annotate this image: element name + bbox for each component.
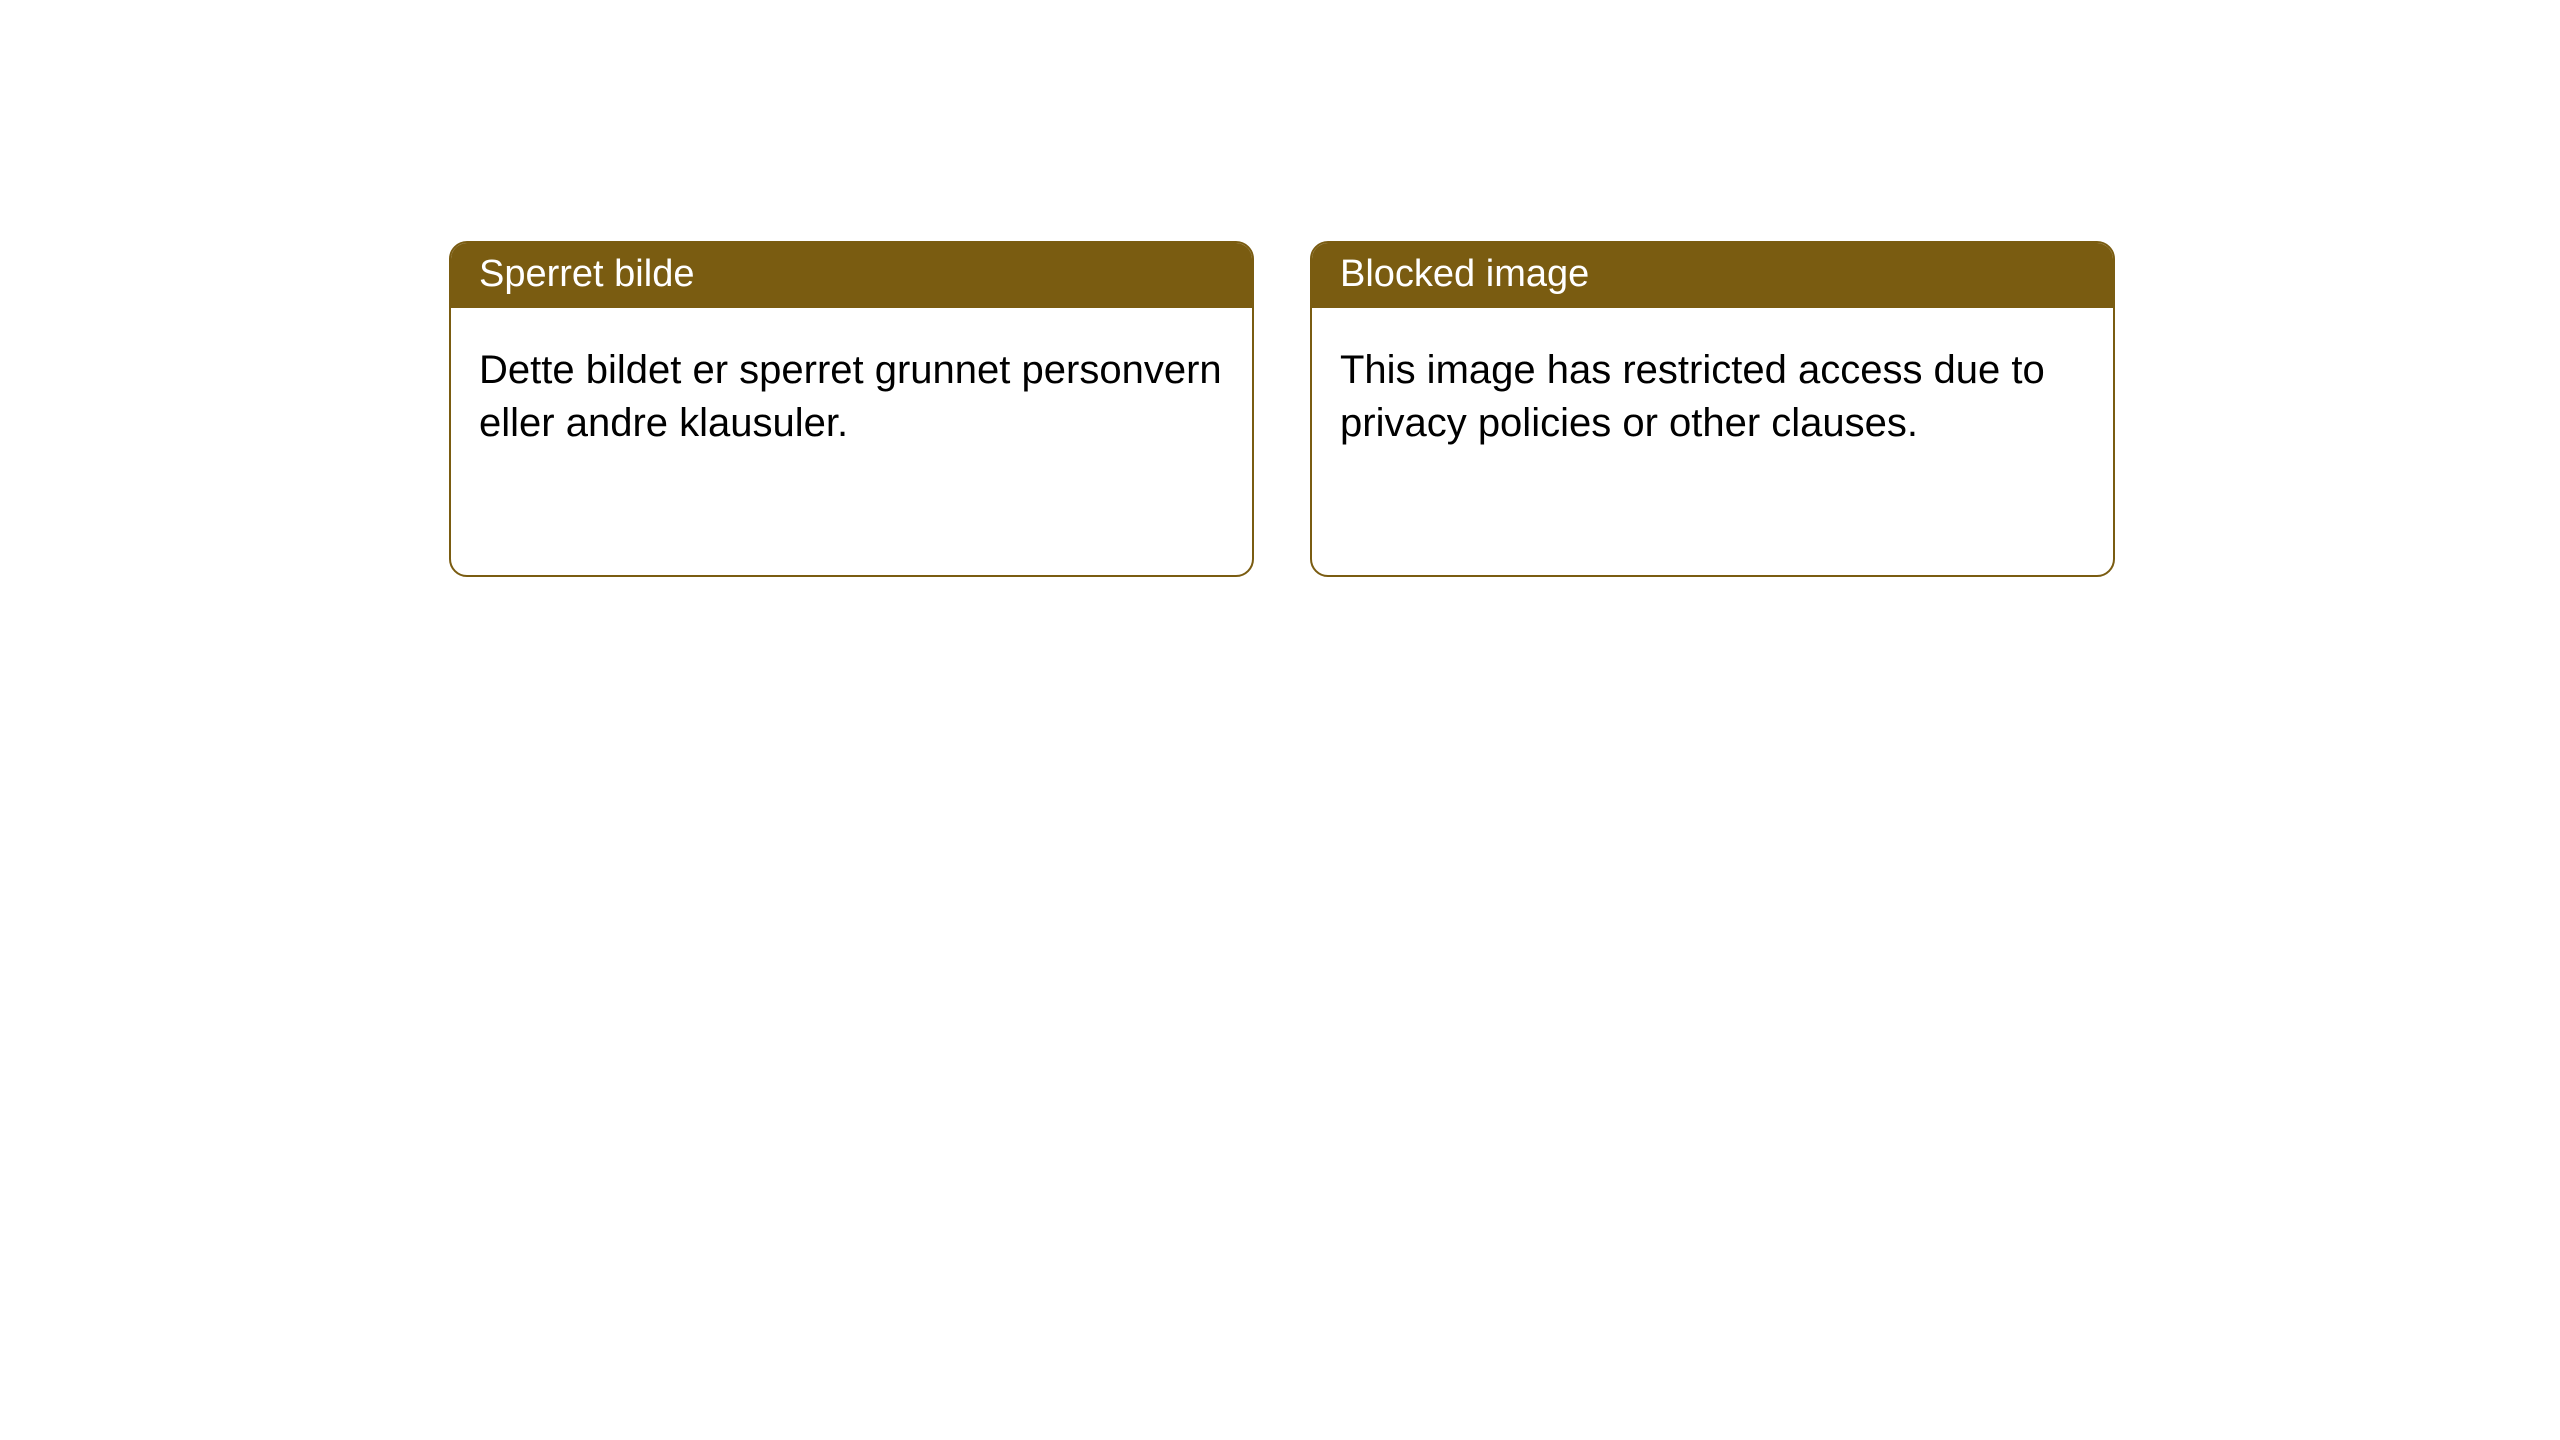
notice-card-title: Sperret bilde — [451, 243, 1252, 308]
notice-card-body: This image has restricted access due to … — [1312, 308, 2113, 486]
notice-container: Sperret bilde Dette bildet er sperret gr… — [0, 0, 2560, 577]
notice-card-title: Blocked image — [1312, 243, 2113, 308]
notice-card-norwegian: Sperret bilde Dette bildet er sperret gr… — [449, 241, 1254, 577]
notice-card-english: Blocked image This image has restricted … — [1310, 241, 2115, 577]
notice-card-body: Dette bildet er sperret grunnet personve… — [451, 308, 1252, 486]
